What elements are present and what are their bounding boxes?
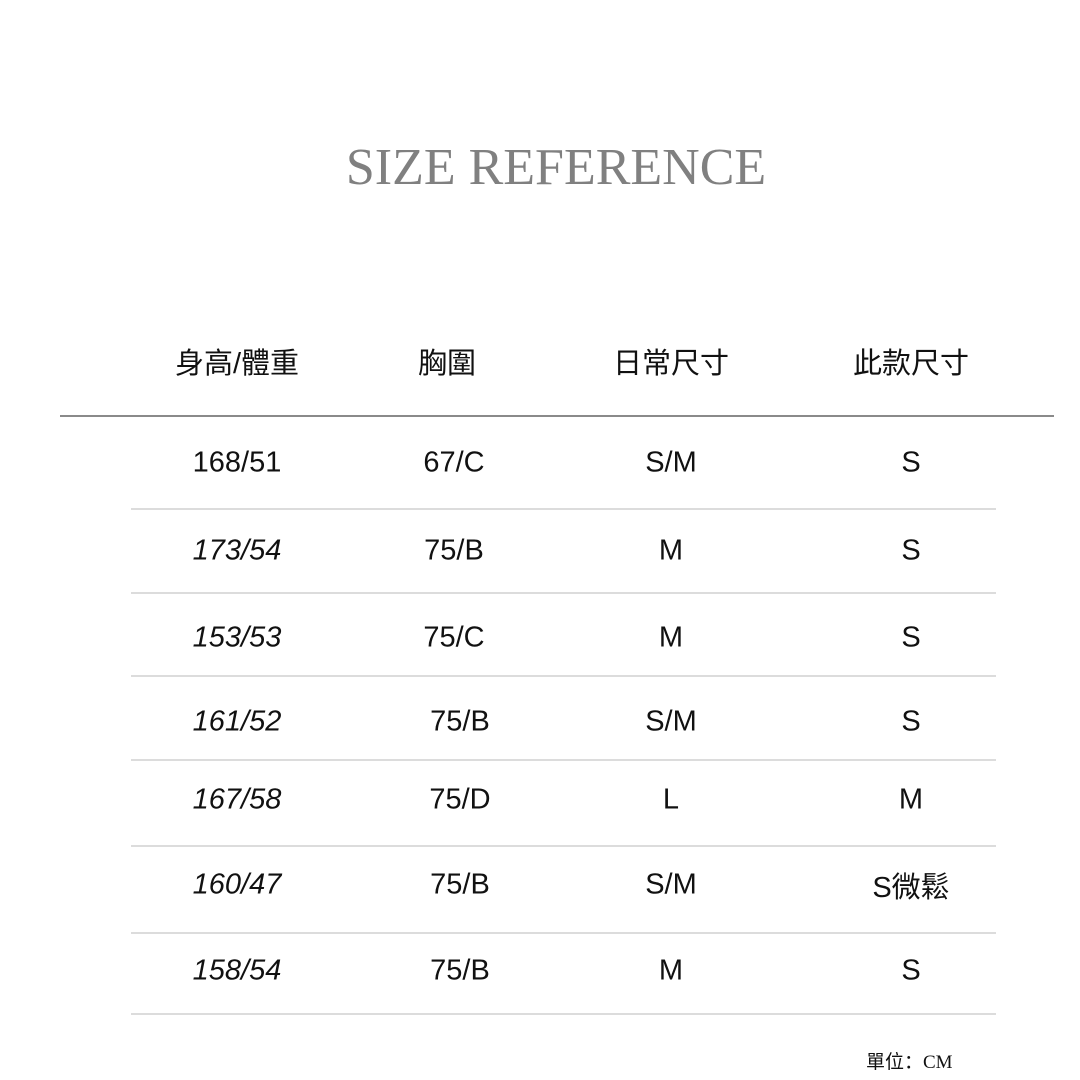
column-header: 胸圍 [417, 348, 477, 380]
table-cell: 160/47 [192, 868, 282, 901]
column-header: 身高/體重 [174, 348, 300, 380]
table-cell: S/M [645, 868, 697, 901]
table-cell: M [658, 954, 684, 987]
column-header: 此款尺寸 [852, 348, 970, 380]
header-divider [60, 415, 1054, 417]
table-cell: 161/52 [192, 705, 282, 738]
row-divider [131, 845, 996, 847]
table-cell: 158/54 [192, 954, 282, 987]
table-cell: S [901, 621, 921, 654]
page-title: SIZE REFERENCE [345, 139, 767, 196]
row-divider [131, 592, 996, 594]
table-cell: S/M [645, 446, 697, 479]
table-cell: S [901, 705, 921, 738]
table-cell: 167/58 [192, 783, 282, 816]
table-cell: 75/D [429, 783, 491, 816]
table-cell: 75/C [423, 621, 485, 654]
table-cell: L [662, 783, 680, 816]
column-header: 日常尺寸 [612, 348, 730, 380]
table-cell: M [898, 783, 924, 816]
table-cell: 168/51 [192, 446, 282, 479]
table-cell: S微鬆 [872, 872, 950, 904]
table-cell: 67/C [423, 446, 485, 479]
row-divider [131, 759, 996, 761]
row-divider [131, 508, 996, 510]
table-cell: M [658, 621, 684, 654]
table-cell: 173/54 [192, 534, 282, 567]
table-cell: S [901, 954, 921, 987]
table-cell: 75/B [430, 868, 490, 901]
table-cell: S [901, 534, 921, 567]
row-divider [131, 1013, 996, 1015]
table-cell: 75/B [430, 705, 490, 738]
table-cell: 75/B [424, 534, 484, 567]
table-cell: S [901, 446, 921, 479]
unit-note: 單位：CM [866, 1052, 953, 1073]
table-cell: M [658, 534, 684, 567]
row-divider [131, 675, 996, 677]
table-cell: 153/53 [192, 621, 282, 654]
table-cell: S/M [645, 705, 697, 738]
row-divider [131, 932, 996, 934]
table-cell: 75/B [430, 954, 490, 987]
